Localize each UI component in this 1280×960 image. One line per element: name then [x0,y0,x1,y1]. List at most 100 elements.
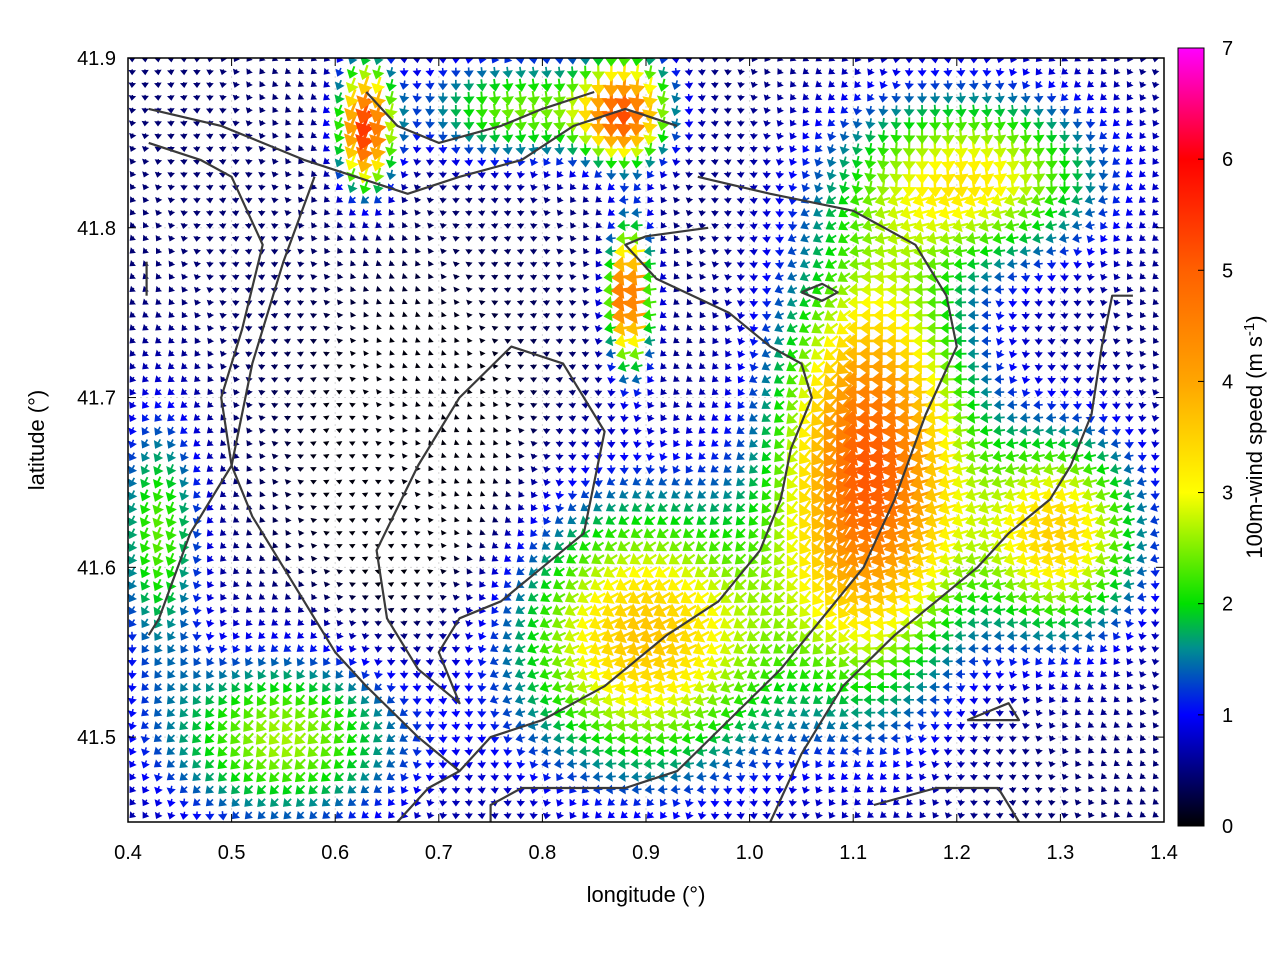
wind-arrow [944,773,953,781]
wind-arrow [711,426,719,434]
wind-arrow [761,285,772,295]
wind-arrow [322,669,332,680]
wind-arrow [863,707,876,719]
wind-arrow [938,205,956,220]
wind-arrow [914,629,929,643]
wind-arrow [321,694,332,706]
wind-arrow [1096,463,1110,475]
wind-arrow [476,144,487,155]
wind-arrow [774,463,785,476]
wind-arrow [1062,747,1069,755]
wind-arrow [284,209,292,217]
wind-arrow [503,567,512,575]
wind-arrow [516,235,525,242]
wind-arrow [530,415,538,421]
wind-arrow [206,477,214,485]
wind-arrow [336,338,344,344]
wind-arrow [951,192,970,208]
wind-arrow [710,120,719,127]
wind-arrow [900,231,917,246]
wind-arrow [660,209,668,216]
wind-arrow [219,657,228,667]
wind-arrow [978,219,994,233]
wind-arrow [749,464,759,474]
wind-arrow [852,130,863,142]
wind-arrow [1126,234,1134,242]
wind-arrow [774,260,785,270]
wind-arrow [425,158,435,166]
wind-arrow [515,58,525,65]
wind-arrow [192,785,202,794]
wind-arrow [399,708,408,716]
wind-arrow [258,171,266,178]
wind-arrow [864,733,875,744]
wind-arrow [938,218,956,233]
wind-arrow [594,363,603,371]
wind-arrow [490,786,499,794]
wind-arrow [952,436,969,451]
wind-arrow [128,734,137,743]
wind-arrow [402,440,408,446]
wind-arrow [969,670,979,680]
wind-arrow [259,106,266,114]
wind-arrow [516,210,525,217]
wind-arrow [376,298,382,305]
wind-arrow [206,439,214,447]
wind-arrow [323,505,330,511]
wind-arrow [141,58,149,63]
wind-arrow [712,311,720,319]
wind-arrow [737,337,746,346]
wind-arrow [760,617,773,629]
wind-arrow [786,386,799,398]
wind-arrow [787,233,797,243]
wind-arrow [723,197,732,204]
wind-arrow [673,336,680,344]
wind-arrow [1112,182,1121,191]
wind-arrow [415,362,421,369]
x-tick-label: 1.2 [943,842,971,864]
wind-arrow [646,798,655,807]
wind-arrow [607,182,616,191]
wind-arrow [773,361,785,371]
wind-arrow [129,362,137,370]
wind-arrow [733,681,748,693]
wind-arrow [257,261,266,268]
wind-arrow [1007,643,1017,654]
wind-arrow [297,261,305,268]
wind-arrow [298,555,305,562]
wind-arrow [297,618,305,626]
wind-arrow [179,107,188,114]
wind-arrow [595,811,603,819]
wind-arrow [932,811,940,819]
wind-arrow [697,81,706,89]
wind-arrow [361,582,369,588]
wind-arrow [692,667,710,681]
wind-arrow [478,249,486,255]
wind-arrow [194,350,201,357]
wind-arrow [231,274,240,281]
wind-arrow [207,350,214,357]
wind-arrow [1139,132,1147,140]
wind-arrow [347,182,358,194]
wind-arrow [788,799,798,807]
wind-arrow [528,66,539,79]
wind-arrow [969,735,978,743]
wind-arrow [1150,502,1160,512]
wind-arrow [955,656,966,667]
wind-arrow [952,398,968,412]
wind-arrow [129,170,137,178]
wind-arrow [827,105,836,114]
wind-arrow [1018,154,1033,171]
wind-arrow [179,452,189,462]
wind-arrow [825,194,837,205]
wind-arrow [658,489,668,499]
wind-arrow [1140,709,1147,716]
wind-arrow [799,487,812,504]
wind-arrow [271,618,279,626]
wind-arrow [569,798,577,807]
wind-arrow [1112,351,1121,358]
wind-arrow [694,566,709,578]
wind-arrow [194,375,201,383]
wind-arrow [799,309,812,321]
wind-arrow [467,350,473,356]
